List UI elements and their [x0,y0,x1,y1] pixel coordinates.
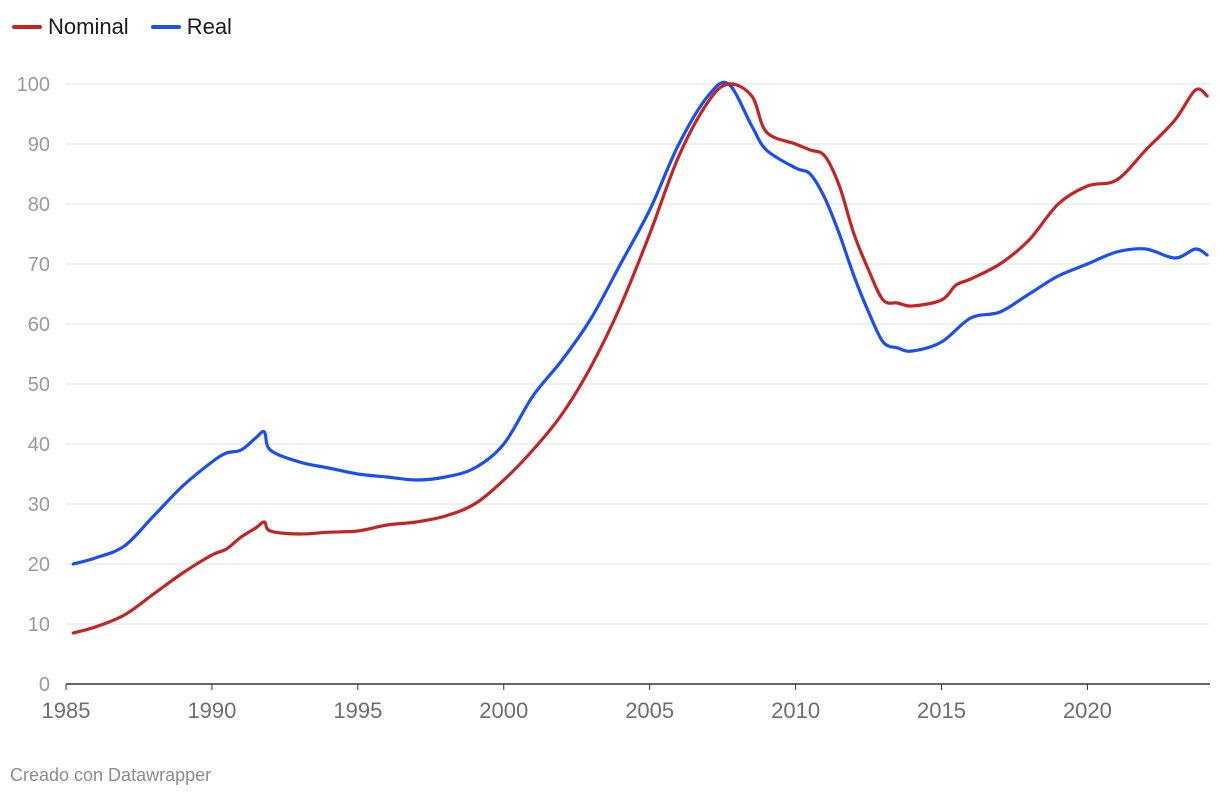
series-line-real [71,80,1209,566]
x-tick-label-2015: 2015 [917,698,966,723]
series-line-nominal [71,82,1209,635]
y-tick-label-0: 0 [39,674,50,696]
x-tick-label-2020: 2020 [1063,698,1112,723]
x-tick-label-1990: 1990 [187,698,236,723]
credit-text: Creado con Datawrapper [10,765,212,785]
legend-swatch-nominal [12,25,42,29]
y-tick-label-80: 80 [28,194,50,216]
y-tick-label-20: 20 [28,554,50,576]
legend: Nominal Real [12,14,232,40]
legend-label-real: Real [186,14,232,39]
x-tick-label-1985: 1985 [42,698,91,723]
legend-item-nominal: Nominal [12,14,129,40]
y-tick-label-100: 100 [17,74,50,96]
y-tick-label-70: 70 [28,254,50,276]
y-tick-label-10: 10 [28,614,50,636]
x-tick-label-2000: 2000 [479,698,528,723]
x-tick-label-1995: 1995 [333,698,382,723]
y-tick-label-50: 50 [28,374,50,396]
legend-swatch-real [150,25,181,29]
x-tick-label-2010: 2010 [771,698,820,723]
x-tick-label-2005: 2005 [625,698,674,723]
y-tick-label-90: 90 [28,134,50,156]
y-tick-label-30: 30 [28,494,50,516]
legend-item-real: Real [150,14,232,40]
y-tick-label-40: 40 [28,434,50,456]
y-tick-label-60: 60 [28,314,50,336]
legend-label-nominal: Nominal [48,14,129,39]
